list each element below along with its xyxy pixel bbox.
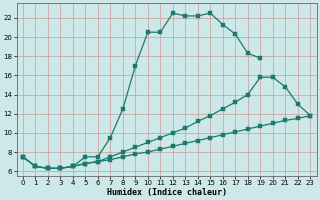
X-axis label: Humidex (Indice chaleur): Humidex (Indice chaleur): [107, 188, 227, 197]
